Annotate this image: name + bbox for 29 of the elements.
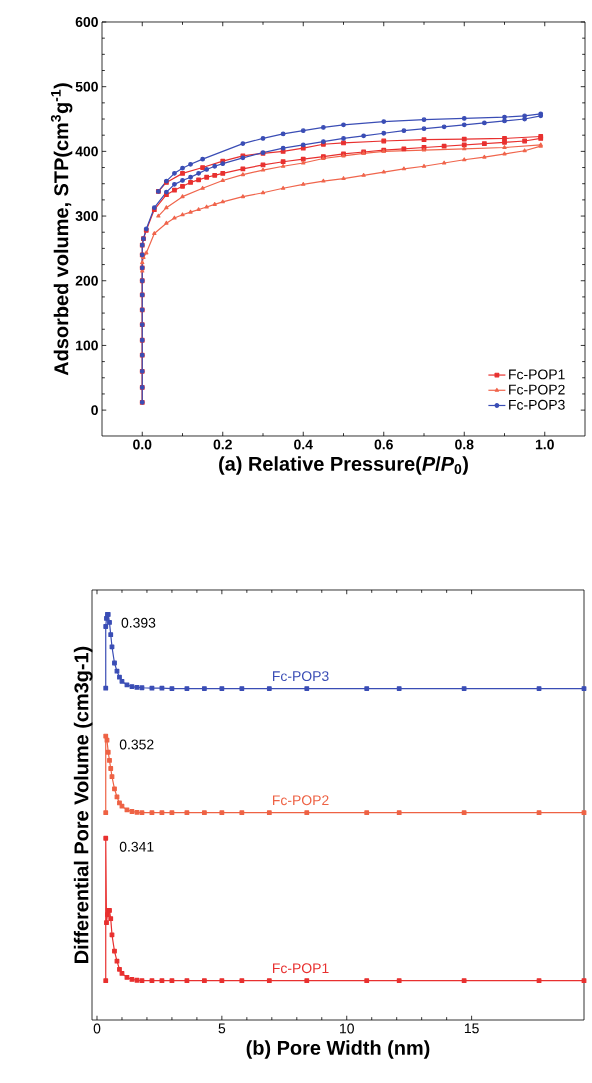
x-tick-label: 0.4 <box>294 439 313 450</box>
y-tick-label: 200 <box>75 275 98 286</box>
annotation: 0.352 <box>119 739 154 750</box>
series-label: Fc-POP1 <box>273 963 329 974</box>
y-axis-title: Differential Pore Volume (cm3g-1) <box>73 646 93 963</box>
annotation: 0.341 <box>119 841 154 852</box>
legend-label: Fc-POP1 <box>509 369 565 380</box>
legend-label: Fc-POP2 <box>509 384 565 395</box>
y-tick-label: 400 <box>75 146 98 157</box>
x-tick-label: 0.8 <box>455 439 474 450</box>
series-label: Fc-POP2 <box>273 795 329 806</box>
x-tick-label: 15 <box>464 1023 479 1034</box>
y-tick-label: 600 <box>75 17 98 27</box>
y-tick-label: 0 <box>91 405 98 416</box>
x-tick-label: 0.2 <box>213 439 232 450</box>
legend-label: Fc-POP3 <box>509 399 565 410</box>
x-axis-title: (b) Pore Width (nm) <box>246 1040 430 1059</box>
x-axis-title: (a) Relative Pressure(P/P$_{0}$) <box>219 456 468 475</box>
x-tick-label: 5 <box>218 1023 226 1034</box>
y-tick-label: 100 <box>76 340 98 351</box>
x-tick-label: 0.6 <box>374 439 393 450</box>
x-tick-label: 10 <box>340 1023 354 1034</box>
series-label: Fc-POP3 <box>273 671 329 682</box>
y-tick-label: 300 <box>75 211 98 221</box>
annotation: 0.393 <box>121 617 156 628</box>
x-tick-label: 1.0 <box>535 439 554 450</box>
x-tick-label: 0.0 <box>133 439 152 450</box>
y-tick-label: 500 <box>75 81 98 92</box>
y-axis-title: Adsorbed volume, STP(cm$^{3}$g$^{-1}$) <box>50 83 73 376</box>
